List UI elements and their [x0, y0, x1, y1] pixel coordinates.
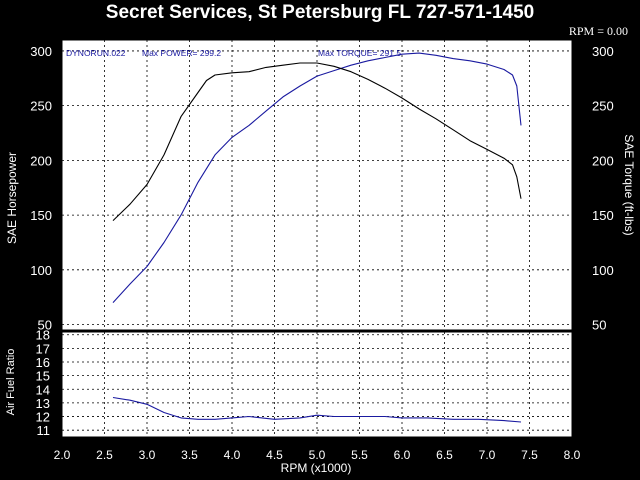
afr-y-tick-label: 13 [36, 396, 50, 411]
y-tick-label-right: 150 [592, 208, 614, 223]
main-info-group: DYNORUN.022 Max POWER= 299.2 Max TORQUE=… [66, 48, 401, 58]
page-title: Secret Services, St Petersburg FL 727-57… [105, 2, 535, 23]
rpm-readout: RPM = 0.00 [568, 24, 628, 38]
x-tick-label: 3.0 [139, 448, 156, 462]
afr-series-line [112, 396, 522, 423]
afr-y-tick-label: 12 [36, 410, 50, 425]
x-tick-label: 2.0 [54, 448, 71, 462]
y-tick-label-left: 50 [38, 318, 52, 333]
x-axis-label: RPM (x1000) [281, 461, 352, 475]
max-power-label: Max POWER= 299.2 [142, 48, 221, 58]
x-tick-label: 2.5 [96, 448, 113, 462]
afr-y-tick-label: 16 [36, 355, 50, 370]
power-series-line [112, 52, 522, 303]
y-axis-label-right: SAE Torque (ft-lbs) [622, 134, 636, 235]
afr-y-tick-label: 14 [36, 382, 50, 397]
y-tick-label-right: 250 [592, 99, 614, 114]
y-tick-label-left: 150 [30, 208, 52, 223]
torque-series-line [112, 62, 522, 221]
afr-y-tick-label: 18 [36, 328, 50, 343]
y-tick-label-left: 300 [30, 44, 52, 59]
x-tick-label: 5.0 [309, 448, 326, 462]
x-tick-label: 6.0 [394, 448, 411, 462]
main-plot-panel: 50 50 100 100 150 150 200 200 250 250 300 300 [30, 39, 614, 333]
afr-axis-label: Air Fuel Ratio [5, 349, 17, 416]
x-tick-label: 3.5 [181, 448, 198, 462]
afr-y-tick-label: 11 [37, 423, 51, 438]
y-tick-label-left: 250 [30, 99, 52, 114]
x-tick-label: 7.5 [521, 448, 538, 462]
x-tick-label: 7.0 [479, 448, 496, 462]
x-tick-label: 4.5 [266, 448, 283, 462]
afr-plot-border [61, 331, 573, 438]
main-plot-border [61, 39, 573, 331]
y-tick-label-right: 100 [592, 263, 614, 278]
x-tick-label: 5.5 [351, 448, 368, 462]
y-tick-label-left: 200 [30, 153, 52, 168]
x-tick-label: 8.0 [564, 448, 581, 462]
max-torque-label: Max TORQUE= 291.5 [318, 48, 401, 58]
x-tick-label: 4.0 [224, 448, 241, 462]
afr-y-tick-label: 17 [36, 341, 50, 356]
y-tick-label-right: 200 [592, 153, 614, 168]
run-label: DYNORUN.022 [66, 48, 126, 58]
y-tick-label-left: 100 [30, 263, 52, 278]
x-tick-label: 6.5 [436, 448, 453, 462]
y-tick-label-right: 300 [592, 44, 614, 59]
y-axis-label-left: SAE Horsepower [5, 152, 19, 244]
afr-y-tick-label: 15 [36, 369, 50, 384]
y-tick-label-right: 50 [592, 318, 606, 333]
